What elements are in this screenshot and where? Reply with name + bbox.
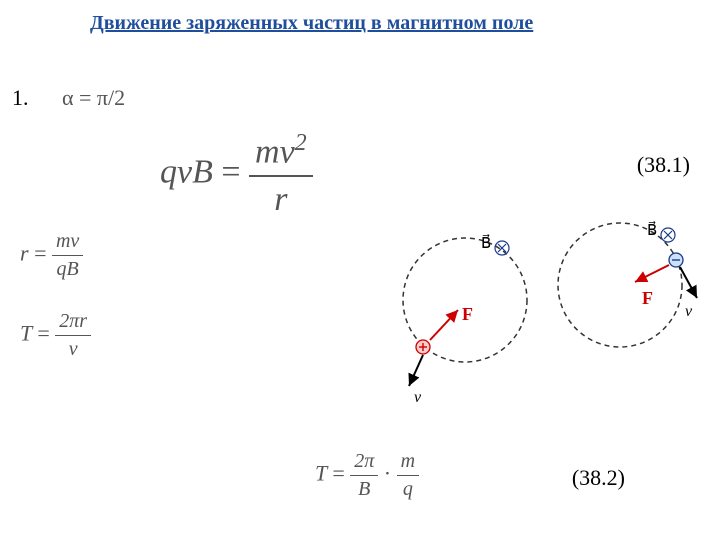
main-equation: qvB = mv2 r bbox=[160, 130, 313, 219]
r-num: mv bbox=[52, 230, 83, 256]
negative-charge-icon bbox=[669, 253, 683, 267]
equation-ref-1: (38.1) bbox=[637, 152, 690, 178]
alpha-condition: α = π/2 bbox=[62, 85, 125, 111]
r-den: qB bbox=[52, 256, 83, 281]
circular-motion-diagram: B⃗ F v⃗ B⃗ F v⃗ bbox=[380, 210, 700, 400]
main-eq-lhs: qvB bbox=[160, 153, 213, 190]
main-eq-num: mv bbox=[255, 133, 295, 170]
right-orbit bbox=[558, 223, 682, 347]
force-vector-left bbox=[430, 310, 458, 340]
b-label-left: B⃗ bbox=[481, 233, 491, 252]
T-den: v bbox=[55, 336, 91, 361]
T2-den1: B bbox=[350, 476, 378, 501]
v-label-right: v⃗ bbox=[685, 303, 700, 320]
velocity-vector-left bbox=[409, 355, 423, 386]
F-label-left: F bbox=[462, 304, 473, 324]
b-field-right-icon bbox=[661, 228, 675, 242]
positive-charge-icon bbox=[416, 340, 430, 354]
section-number: 1. bbox=[12, 85, 29, 111]
main-eq-sup: 2 bbox=[295, 130, 307, 156]
page-title: Движение заряженных частиц в магнитном п… bbox=[90, 12, 533, 35]
T-num: 2πr bbox=[55, 310, 91, 336]
period-equation: T = 2πr v bbox=[20, 310, 91, 361]
period-equation-2: T = 2π B · m q bbox=[315, 450, 419, 501]
T2-lhs: T bbox=[315, 461, 327, 486]
v-label-left: v⃗ bbox=[414, 389, 434, 406]
force-vector-right bbox=[635, 265, 669, 282]
r-lhs: r bbox=[20, 241, 29, 266]
T2-num1: 2π bbox=[350, 450, 378, 476]
T-lhs: T bbox=[20, 321, 32, 346]
velocity-vector-right bbox=[680, 267, 697, 298]
equation-ref-2: (38.2) bbox=[572, 465, 625, 491]
F-label-right: F bbox=[642, 288, 653, 308]
b-label-right: B⃗ bbox=[647, 220, 657, 239]
T2-den2: q bbox=[397, 476, 419, 501]
main-eq-den: r bbox=[249, 177, 313, 219]
b-field-left-icon bbox=[495, 241, 509, 255]
radius-equation: r = mv qB bbox=[20, 230, 83, 281]
T2-num2: m bbox=[397, 450, 419, 476]
